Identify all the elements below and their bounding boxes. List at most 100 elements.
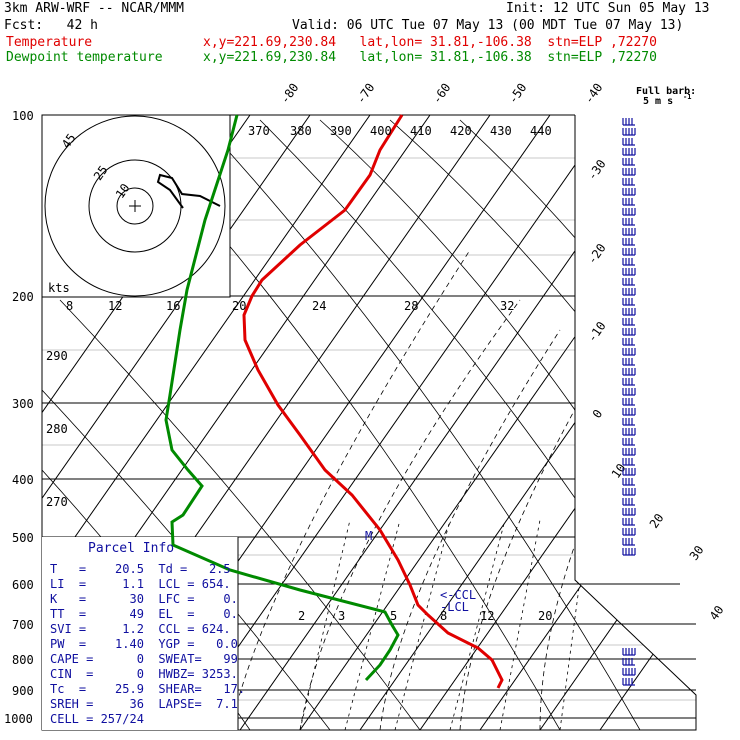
wind-barb	[622, 548, 636, 556]
wind-barb	[622, 168, 636, 176]
wind-barb	[622, 228, 636, 236]
wind-barb	[622, 428, 636, 436]
isotherm-right-labels: -30 -20 -10 0 10 20 30 40	[585, 157, 727, 623]
wind-barb	[622, 318, 635, 326]
parcel-info-row: SREH = 36 LAPSE= 7.1	[50, 697, 238, 711]
isotherm-label-m70: -70	[354, 81, 378, 107]
theta-label-290: 290	[46, 349, 68, 363]
wind-barb	[622, 138, 635, 146]
wind-barb	[622, 348, 636, 356]
pressure-label-1000: 1000	[4, 712, 33, 726]
wind-barb	[622, 538, 635, 546]
isotherm-label-m80: -80	[278, 81, 302, 107]
pressure-axis-labels: 100 200 300 400 500 600 700 800 900 1000	[4, 109, 34, 726]
theta-label-280: 280	[46, 422, 68, 436]
isotherm-label-30: 30	[687, 543, 707, 563]
barb-key-sup: -1	[683, 93, 691, 101]
isotherm-label-m20: -20	[585, 241, 609, 267]
wind-barb	[622, 528, 636, 536]
theta-label-420: 420	[450, 124, 472, 138]
hodograph-ring-label-25: 25	[91, 163, 111, 183]
wind-barb	[622, 358, 635, 366]
isotherm-label-m50: -50	[506, 81, 530, 107]
wind-barb	[622, 328, 636, 336]
mixing-ratio-label-5: 5	[390, 609, 397, 623]
parcel-info-row: CAPE = 0 SWEAT= 99	[50, 652, 238, 666]
wind-barb	[622, 308, 636, 316]
wind-barb	[622, 148, 636, 156]
wind-barb	[622, 438, 635, 446]
isotherm-label-20: 20	[647, 511, 667, 531]
hodograph-ring-label-45: 45	[59, 131, 79, 151]
isotherm-label-m10: -10	[585, 319, 609, 345]
wind-barb	[622, 468, 636, 476]
isotherm-top-labels: -80 -70 -60 -50 -40	[278, 81, 606, 107]
parcel-info-row: CIN = 0 HWBZ= 3253.	[50, 667, 238, 681]
mixing-ratio-label-8: 8	[66, 299, 73, 313]
wind-barb	[622, 418, 635, 426]
pressure-label-300: 300	[12, 397, 34, 411]
wind-barb	[622, 398, 635, 406]
wind-barb	[622, 658, 635, 666]
wind-barb	[622, 498, 635, 506]
theta-label-380: 380	[290, 124, 312, 138]
pressure-label-700: 700	[12, 618, 34, 632]
mixing-ratio-label-28: 28	[404, 299, 418, 313]
wind-barb	[622, 298, 635, 306]
wind-barb	[622, 368, 636, 376]
mixing-ratio-lines	[299, 519, 581, 730]
wind-barb	[622, 198, 635, 206]
theta-label-390: 390	[330, 124, 352, 138]
ccl-marker: <-CCL	[440, 588, 476, 602]
wind-barb	[622, 408, 636, 416]
parcel-info: Parcel Info T = 20.5 Td = 2.5 LI = 1.1 L…	[50, 541, 245, 726]
dewpoint-profile	[164, 114, 400, 682]
isotherm-label-10: 10	[609, 461, 629, 481]
parcel-info-row: Tc = 25.9 SHEAR= 17.	[50, 682, 245, 696]
temperature-legend-label: Temperature	[6, 35, 93, 50]
wind-barb	[622, 448, 636, 456]
temperature-profile	[242, 114, 504, 689]
isotherm-label-m60: -60	[430, 81, 454, 107]
m-marker: M	[365, 529, 372, 543]
pressure-label-200: 200	[12, 290, 34, 304]
parcel-info-row: LI = 1.1 LCL = 654.	[50, 577, 231, 591]
wind-barb	[622, 338, 635, 346]
mixing-ratio-labels-lower: 2 3 5 8 12 20	[298, 609, 552, 623]
wind-barb	[622, 388, 636, 396]
wind-barb	[622, 248, 636, 256]
parcel-info-row: CELL = 257/24	[50, 712, 144, 726]
theta-labels: 370 380 390 400 410 420 430 440 290 280 …	[46, 124, 552, 509]
hodograph-unit-label: kts	[48, 281, 70, 295]
mixing-ratio-label-12: 12	[108, 299, 122, 313]
wind-barb	[622, 518, 635, 526]
barb-key-line2: 5 m s	[643, 96, 673, 107]
parcel-info-box	[42, 537, 238, 730]
dewpoint-legend-label: Dewpoint temperature	[6, 50, 163, 65]
theta-label-430: 430	[490, 124, 512, 138]
theta-label-370: 370	[248, 124, 270, 138]
wind-barb	[622, 508, 636, 516]
wind-barb	[622, 218, 635, 226]
wind-barb	[622, 678, 635, 686]
theta-label-440: 440	[530, 124, 552, 138]
wind-barb	[622, 458, 635, 466]
theta-label-270: 270	[46, 495, 68, 509]
mixing-ratio-label-8b: 8	[440, 609, 447, 623]
temperature-legend-info: x,y=221.69,230.84 lat,lon= 31.81,-106.38…	[203, 35, 657, 50]
parcel-info-row: T = 20.5 Td = 2.5	[50, 562, 231, 576]
wind-barb	[622, 488, 636, 496]
parcel-info-row: PW = 1.40 YGP = 0.0	[50, 637, 238, 651]
pressure-label-600: 600	[12, 578, 34, 592]
pressure-label-900: 900	[12, 684, 34, 698]
wind-barbs	[622, 118, 636, 686]
pressure-label-500: 500	[12, 531, 34, 545]
isotherm-label-m40: -40	[582, 81, 606, 107]
wind-barb	[622, 648, 636, 656]
init-time: Init: 12 UTC Sun 05 May 13	[506, 1, 710, 16]
barb-key-line1: Full barb:	[636, 86, 696, 97]
isotherm-label-40: 40	[707, 603, 727, 623]
forecast-hour: Fcst: 42 h	[4, 18, 98, 33]
